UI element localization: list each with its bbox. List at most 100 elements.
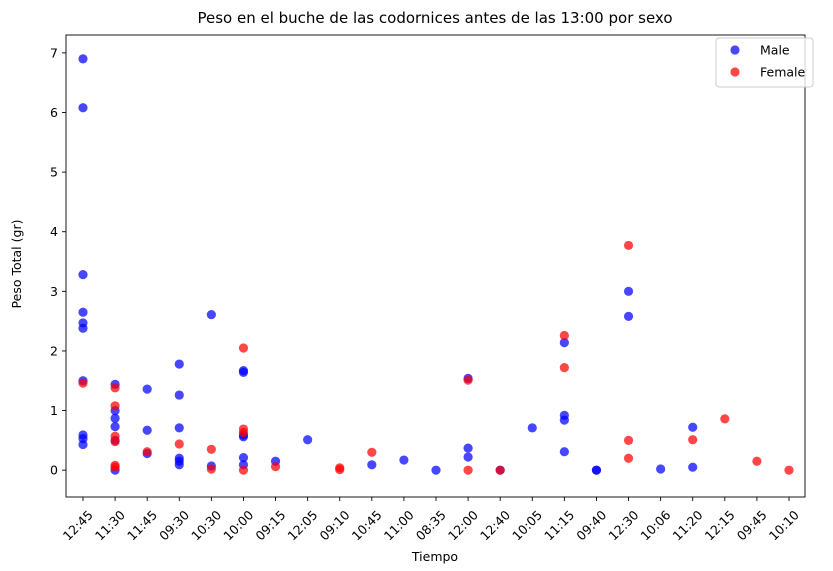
plot-frame [65,34,806,498]
y-tick-label: 7 [50,45,58,60]
data-point-female [110,462,120,472]
data-point-female [335,464,345,475]
data-point-male [688,422,698,432]
data-point-male [78,323,88,333]
x-tick-label: 12:45 [60,507,96,543]
data-point-male [78,270,88,280]
x-tick-label: 12:30 [605,507,641,543]
data-point-female [752,456,762,466]
data-point-female [784,465,794,475]
data-point-male [367,460,377,470]
data-point-female [720,414,730,424]
x-tick-label: 09:10 [317,507,353,543]
data-point-female [463,465,473,475]
x-axis-label: Tiempo [411,549,458,564]
data-point-male [656,464,666,474]
data-point-female [238,465,249,475]
x-tick-label: 12:40 [477,507,513,543]
y-tick-label: 0 [50,463,58,478]
data-point-male [78,54,88,64]
x-tick-label: 08:35 [413,507,449,543]
legend-marker [730,45,740,55]
data-point-male [174,390,184,400]
data-point-female [78,378,88,388]
y-tick-label: 5 [50,165,58,180]
data-point-male [174,460,184,470]
data-point-female [367,447,377,457]
data-point-female [110,401,120,411]
x-tick-label: 10:30 [188,507,224,543]
data-point-male [431,465,441,475]
data-point-male [142,384,152,394]
data-point-female [623,240,634,251]
data-point-male [623,311,634,321]
x-tick-label: 09:40 [573,507,609,543]
data-point-male [110,413,120,423]
x-tick-label: 10:05 [509,507,545,543]
x-tick-label: 12:00 [445,507,481,543]
data-point-male [238,453,249,463]
legend: Male Female [715,37,814,88]
data-point-male [463,452,473,462]
legend-box [715,37,814,88]
data-point-female [110,436,120,447]
data-point-male [206,309,216,320]
data-point-female [174,439,184,449]
legend-label: Male [760,43,790,58]
x-tick-label: 09:45 [734,507,770,543]
data-point-male [78,103,88,113]
data-point-female [623,435,634,445]
x-tick-label: 11:00 [381,507,417,543]
data-point-female [270,461,281,472]
data-point-male [559,338,569,348]
x-tick-label: 11:20 [670,507,706,543]
data-point-male [174,423,184,433]
data-point-female [142,447,152,457]
data-point-female [688,435,698,445]
data-point-male [238,367,249,378]
data-point-male [463,443,473,453]
data-point-male [110,422,120,432]
data-point-female [206,464,216,474]
data-point-male [559,447,569,457]
y-tick-label: 2 [50,343,58,358]
data-point-male [142,425,152,435]
x-tick-label: 10:00 [220,507,256,543]
data-points [78,54,794,475]
data-point-female [559,330,569,341]
x-tick-label: 11:30 [92,507,128,543]
data-point-male [174,359,184,369]
data-point-male [623,286,634,296]
data-point-male [78,307,88,317]
data-point-male [303,435,313,445]
x-tick-label: 10:10 [766,507,802,543]
x-tick-label: 10:45 [349,507,385,543]
x-tick-label: 10:06 [637,507,673,543]
data-point-male [399,455,409,465]
data-point-female [238,428,249,438]
legend-marker [730,67,740,77]
x-tick-label: 12:05 [284,507,320,543]
y-tick-label: 6 [50,105,58,120]
x-tick-label: 11:15 [541,507,577,543]
data-point-female [463,375,473,385]
y-tick-label: 3 [50,284,58,299]
data-point-female [206,444,216,454]
y-tick-label: 4 [50,224,58,239]
data-point-female [559,363,569,373]
y-axis-label: Peso Total (gr) [9,220,24,309]
y-tick-label: 1 [50,403,58,418]
chart-title: Peso en el buche de las codornices antes… [197,9,672,27]
data-point-female [238,343,249,353]
data-point-female [110,383,120,393]
data-point-male [78,439,88,450]
data-point-male [559,415,569,425]
x-tick-label: 09:30 [156,507,192,543]
x-tick-label: 09:15 [252,507,288,543]
data-point-female [495,465,505,475]
x-tick-label: 12:15 [702,507,738,543]
data-point-male [527,423,537,433]
legend-label: Female [760,65,806,80]
data-point-male [688,462,698,472]
